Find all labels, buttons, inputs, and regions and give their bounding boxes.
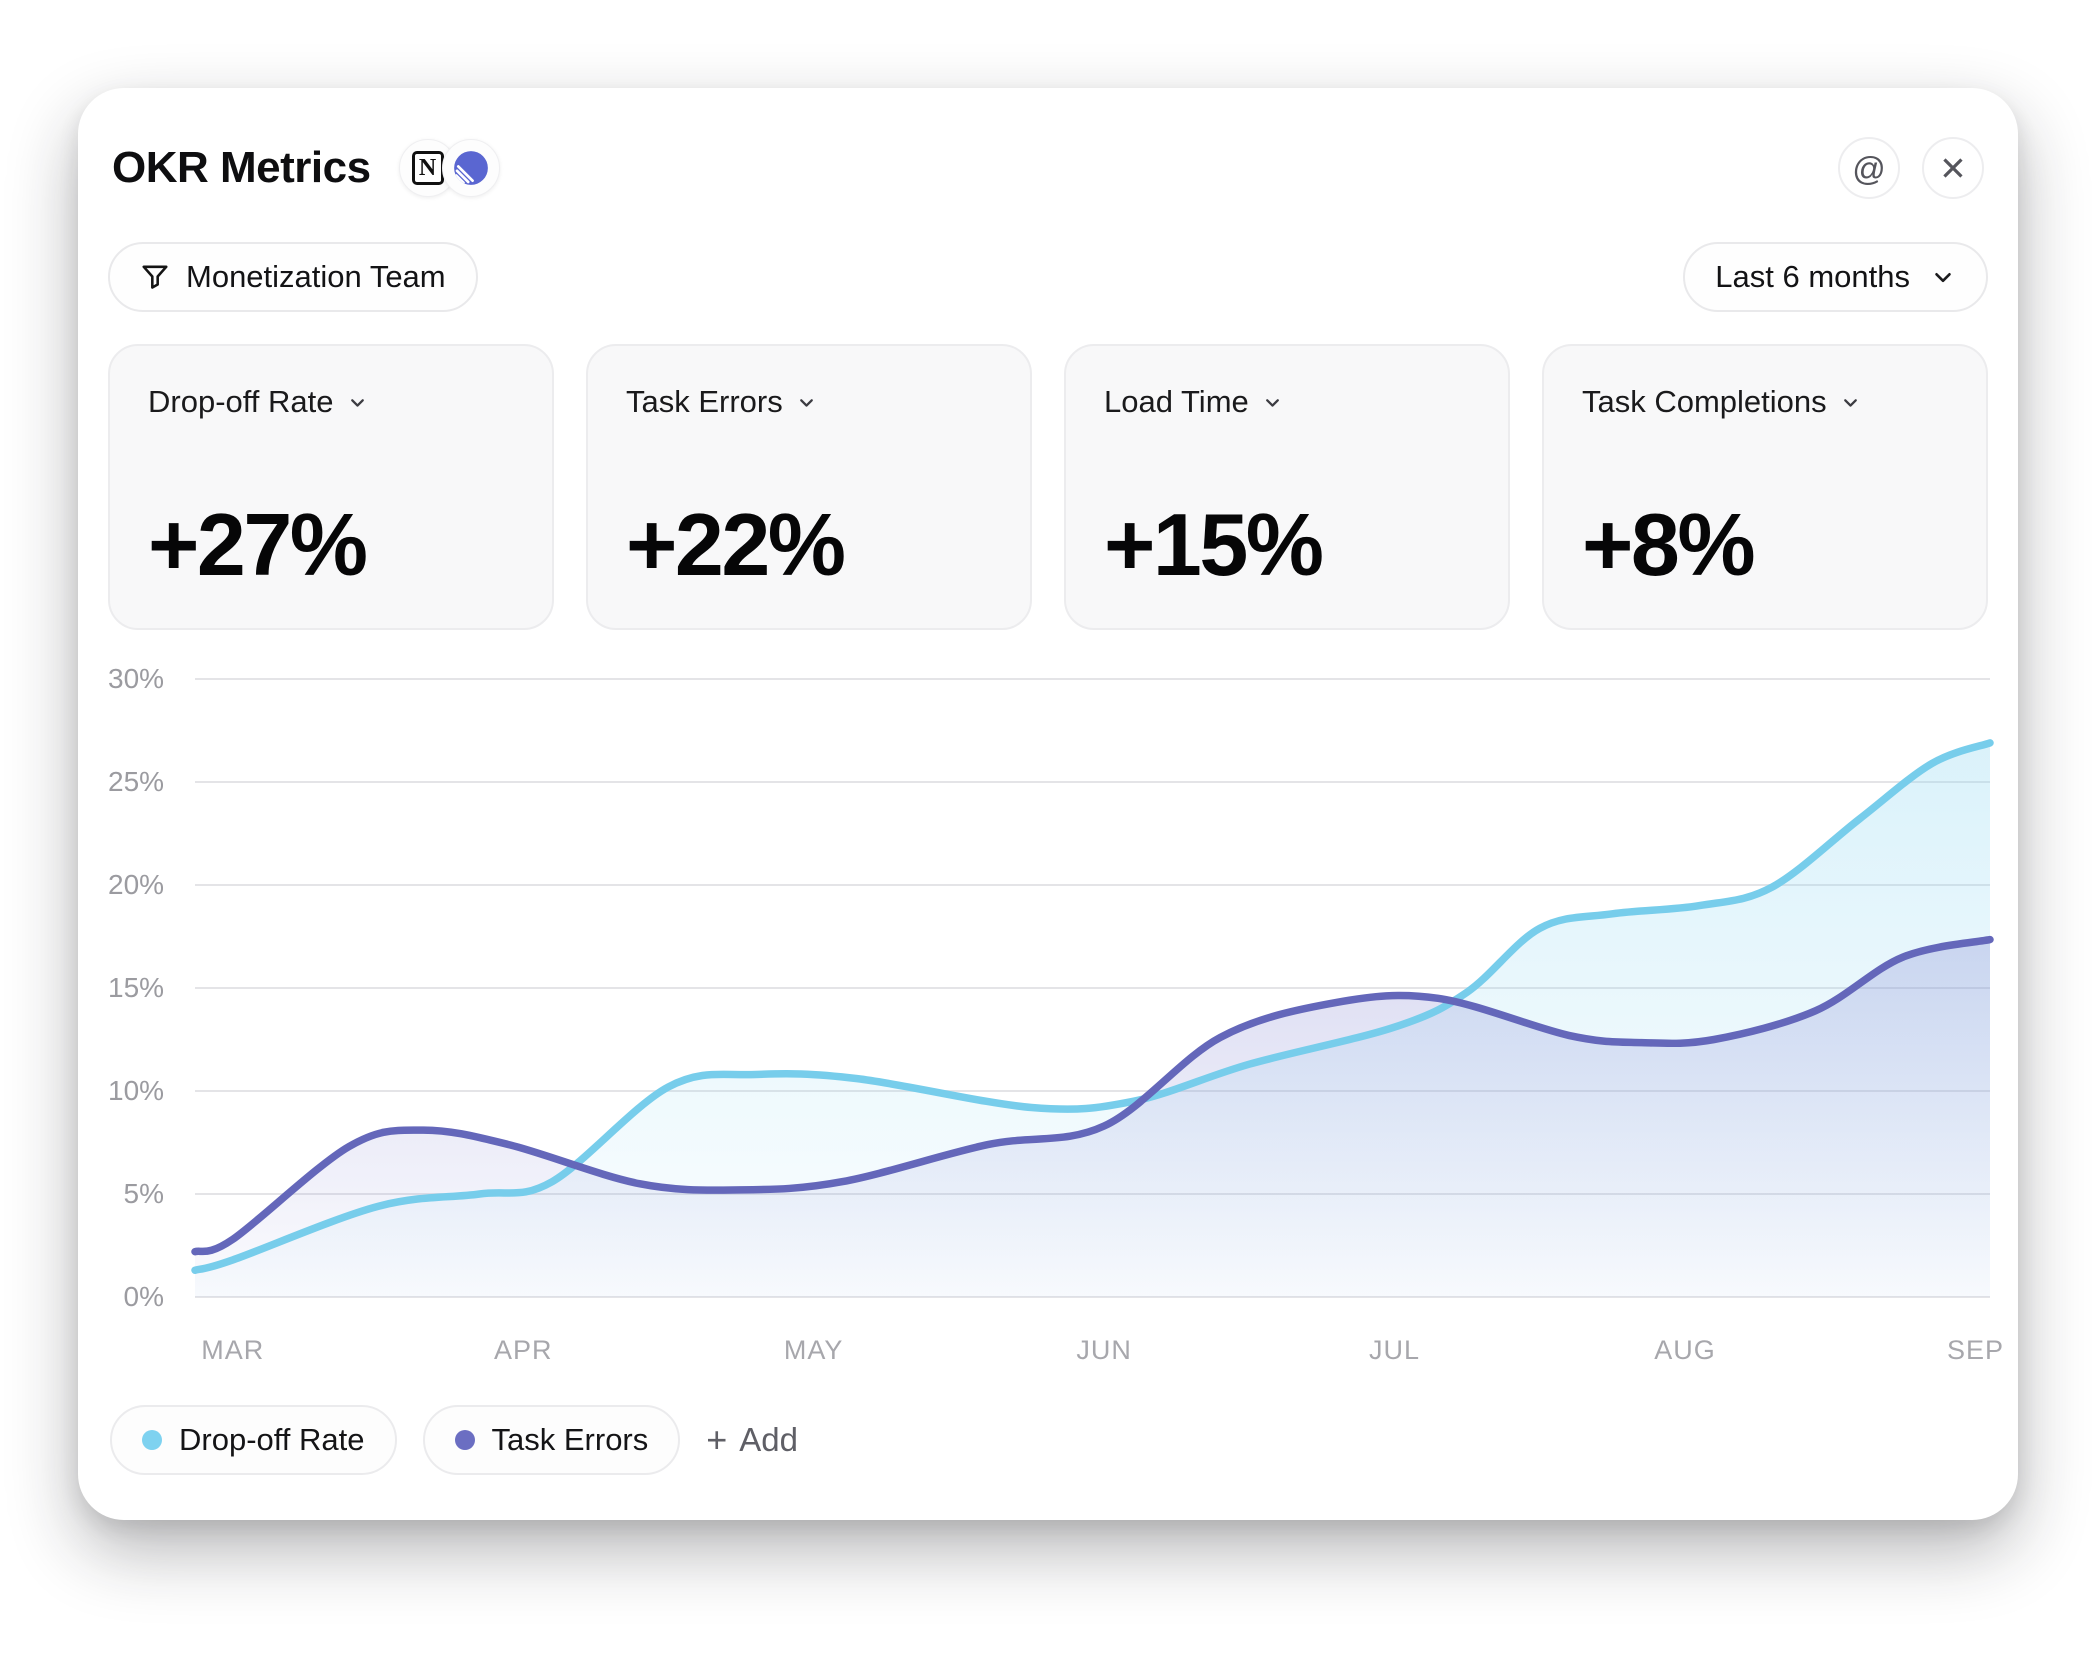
x-axis-label: AUG [1654, 1335, 1716, 1365]
y-axis-label: 20% [108, 869, 165, 900]
team-filter-chip[interactable]: Monetization Team [108, 242, 478, 312]
y-axis-label: 5% [123, 1178, 164, 1209]
chart-plot [191, 678, 1994, 1298]
header: OKR Metrics N @ [108, 132, 1988, 204]
notion-icon: N [411, 151, 444, 185]
mention-button[interactable]: @ [1838, 137, 1900, 199]
chevron-down-icon [1265, 398, 1279, 407]
okr-metrics-widget: OKR Metrics N @ [78, 88, 2018, 1520]
metric-selector[interactable]: Drop-off Rate [148, 384, 514, 420]
legend-label: Drop-off Rate [179, 1422, 365, 1457]
metric-card-task-completions: Task Completions +8% [1542, 344, 1988, 630]
y-axis-label: 30% [108, 663, 165, 694]
legend-label: Task Errors [491, 1422, 649, 1457]
metric-label: Load Time [1104, 384, 1249, 419]
x-axis-label: JUN [1076, 1335, 1132, 1365]
metric-selector[interactable]: Task Errors [626, 384, 992, 420]
metric-card-task-errors: Task Errors +22% [586, 344, 1032, 630]
metric-value: +22% [626, 495, 846, 594]
series-color-dot [454, 1430, 475, 1450]
metric-cards-row: Drop-off Rate +27% Task Errors +22% Load… [108, 344, 1988, 630]
metric-value: +8% [1582, 495, 1756, 594]
chevron-down-icon [799, 398, 813, 407]
x-axis-label: JUL [1369, 1335, 1421, 1365]
metric-value: +15% [1104, 495, 1324, 594]
close-icon: ✕ [1939, 149, 1967, 187]
metric-label: Task Errors [626, 384, 783, 419]
y-axis-label: 15% [108, 972, 165, 1003]
chart-legend: Drop-off Rate Task Errors + Add [108, 1405, 1988, 1475]
page-title: OKR Metrics [112, 143, 371, 192]
metric-selector[interactable]: Load Time [1104, 384, 1470, 420]
x-axis-label: APR [493, 1335, 553, 1365]
x-axis-label: MAR [201, 1335, 265, 1365]
date-range-select[interactable]: Last 6 months [1683, 242, 1988, 312]
y-axis-label: 10% [108, 1075, 165, 1106]
close-button[interactable]: ✕ [1922, 137, 1984, 199]
area-chart: 0% 5% 10% 15% 20% 25% 30% MAR APR MAY JUN JUL AUG SEP [108, 663, 2003, 1379]
series-line-task-errors [191, 935, 1994, 1256]
at-icon: @ [1852, 149, 1886, 187]
linear-icon [453, 151, 488, 185]
integration-badges: N [398, 139, 500, 197]
metric-card-drop-off-rate: Drop-off Rate +27% [108, 344, 554, 630]
y-axis-label: 25% [108, 766, 165, 797]
x-axis-label: SEP [1946, 1335, 2004, 1365]
linear-badge [441, 139, 500, 197]
plus-icon: + [706, 1419, 728, 1460]
legend-item-task-errors[interactable]: Task Errors [422, 1405, 681, 1475]
add-series-button[interactable]: + Add [706, 1421, 798, 1459]
chevron-down-icon [350, 398, 364, 407]
team-filter-label: Monetization Team [186, 259, 446, 294]
x-axis-label: MAY [783, 1335, 844, 1365]
y-axis-label: 0% [123, 1281, 164, 1312]
chevron-down-icon [1843, 398, 1857, 407]
header-actions: @ ✕ [1838, 137, 1984, 199]
add-series-label: Add [739, 1421, 799, 1458]
chevron-down-icon [1935, 272, 1951, 283]
metric-selector[interactable]: Task Completions [1582, 384, 1948, 420]
legend-item-drop-off-rate[interactable]: Drop-off Rate [110, 1405, 397, 1475]
funnel-icon [142, 265, 168, 289]
metric-label: Drop-off Rate [148, 384, 334, 419]
series-color-dot [142, 1430, 162, 1450]
metric-label: Task Completions [1582, 384, 1827, 419]
date-range-label: Last 6 months [1715, 259, 1910, 294]
toolbar: Monetization Team Last 6 months [108, 242, 1988, 312]
metric-value: +27% [148, 495, 368, 594]
metric-card-load-time: Load Time +15% [1064, 344, 1510, 630]
